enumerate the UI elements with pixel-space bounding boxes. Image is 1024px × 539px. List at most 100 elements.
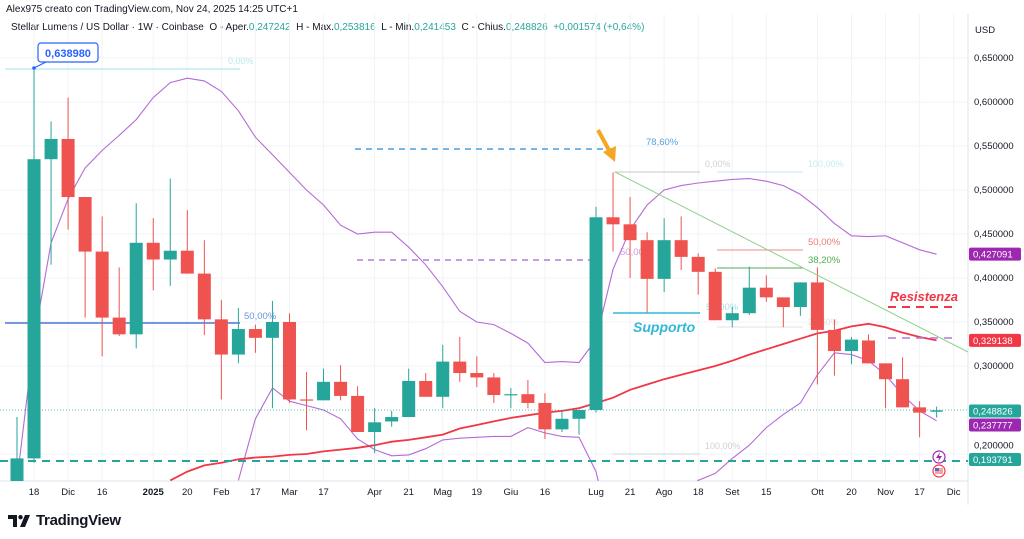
candle[interactable] (385, 410, 399, 427)
candle[interactable] (759, 275, 773, 302)
time-tick-label: Ago (656, 487, 673, 498)
candle[interactable] (402, 368, 416, 418)
candle[interactable] (61, 97, 75, 230)
candle-body (197, 273, 211, 320)
candle[interactable] (810, 267, 824, 385)
candle-body (896, 379, 910, 408)
candle[interactable] (300, 372, 314, 431)
candle[interactable] (691, 253, 705, 295)
candle[interactable] (419, 373, 433, 397)
candle-body (725, 313, 739, 321)
candle[interactable] (742, 266, 756, 315)
symbol-name[interactable]: Stellar Lumens / US Dollar · 1W · Coinba… (11, 22, 204, 33)
candle[interactable] (453, 336, 467, 382)
candle[interactable] (146, 218, 160, 291)
candle[interactable] (197, 240, 211, 336)
candle[interactable] (538, 393, 552, 440)
time-tick-label: 17 (250, 487, 261, 498)
high-price-callout[interactable]: 0,638980 (32, 42, 99, 70)
candle-body (146, 242, 160, 260)
candle[interactable] (844, 336, 858, 365)
candle[interactable] (879, 363, 893, 409)
candle[interactable] (521, 380, 535, 409)
candle[interactable] (282, 313, 296, 403)
candle[interactable] (606, 172, 620, 252)
candle[interactable] (10, 417, 24, 505)
candle[interactable] (913, 401, 927, 438)
candle[interactable] (248, 324, 262, 353)
candle[interactable] (674, 216, 688, 271)
time-tick-label: Giu (503, 487, 518, 498)
candle[interactable] (163, 178, 177, 286)
candle[interactable] (657, 218, 671, 293)
candle[interactable] (44, 121, 58, 265)
price-marker-label: 0,193791 (973, 455, 1013, 466)
price-chart[interactable]: USD 0,00% 50,00% 78,60% 50,00% 0,00% 100… (0, 0, 1024, 505)
candle-body (436, 361, 450, 397)
candle-body (214, 319, 228, 355)
fib-786-label: 78,60% (646, 137, 679, 148)
candle-body (674, 240, 688, 257)
candle-body (555, 418, 569, 430)
candle[interactable] (351, 386, 365, 432)
candle[interactable] (470, 356, 484, 388)
low-label: L - Min. (381, 22, 415, 33)
candle[interactable] (930, 406, 943, 418)
time-tick-label: Apr (367, 487, 382, 498)
candle[interactable] (436, 344, 450, 409)
candle[interactable] (265, 300, 279, 409)
candle-body (844, 339, 858, 352)
price-marker-label: 0,427091 (973, 250, 1013, 261)
candle[interactable] (214, 300, 228, 400)
candle[interactable] (180, 210, 194, 274)
fib2-100-low-label: 100,00% (705, 441, 741, 451)
candle[interactable] (827, 319, 841, 376)
candle[interactable] (129, 203, 143, 349)
support-label: Supporto (633, 319, 696, 335)
candle[interactable] (708, 268, 722, 321)
candle[interactable] (487, 373, 501, 403)
candle[interactable] (896, 357, 910, 408)
candle-body (334, 381, 348, 396)
chart-attribution: Alex975 creato con TradingView.com, Nov … (6, 4, 298, 15)
candle-body (657, 240, 671, 279)
candle[interactable] (112, 267, 126, 337)
candle[interactable] (504, 388, 518, 409)
time-tick-label: Ott (811, 487, 824, 498)
time-tick-label: Mar (281, 487, 297, 498)
price-marker-label: 0,248826 (973, 407, 1013, 418)
fib3-50-label: 50,00% (808, 237, 841, 248)
us-flag-event-icon[interactable] (932, 464, 946, 478)
candle[interactable] (793, 282, 807, 316)
price-tick-label: 0,500000 (974, 185, 1014, 196)
open-value: 0,247242 (248, 22, 291, 33)
price-marker-label: 0,237777 (973, 421, 1013, 432)
candle-body (606, 217, 620, 225)
candle[interactable] (368, 408, 382, 454)
price-tick-label: 0,400000 (974, 273, 1014, 284)
time-tick-label: Feb (213, 487, 229, 498)
time-axis[interactable]: 18 Dic 16 2025 20 Feb 17 Mar 17 Apr 21 Mag 19 Giu 16 Lu… (29, 487, 961, 498)
symbol-legend: Stellar Lumens / US Dollar · 1W · Coinba… (11, 22, 644, 33)
candle-body (538, 402, 552, 430)
candle[interactable] (725, 307, 739, 328)
candle[interactable] (27, 67, 41, 463)
candle[interactable] (555, 410, 569, 432)
candle[interactable] (317, 368, 331, 401)
price-axis[interactable]: 0,650000 0,600000 0,550000 0,500000 0,450000… (974, 53, 1014, 451)
candle-body (708, 271, 722, 321)
candle[interactable] (862, 334, 875, 364)
price-tick-label: 0,350000 (974, 317, 1014, 328)
candle[interactable] (78, 197, 92, 318)
tradingview-logo[interactable]: TradingView (8, 512, 121, 529)
candle[interactable] (623, 197, 637, 278)
candle[interactable] (589, 206, 603, 413)
candle[interactable] (95, 216, 109, 357)
candle[interactable] (572, 410, 586, 435)
candle[interactable] (231, 307, 245, 364)
candle[interactable] (640, 232, 654, 314)
candle[interactable] (776, 297, 790, 328)
downtrend-line[interactable] (614, 171, 969, 353)
lightning-event-icon[interactable] (932, 450, 946, 464)
candle[interactable] (334, 365, 348, 401)
